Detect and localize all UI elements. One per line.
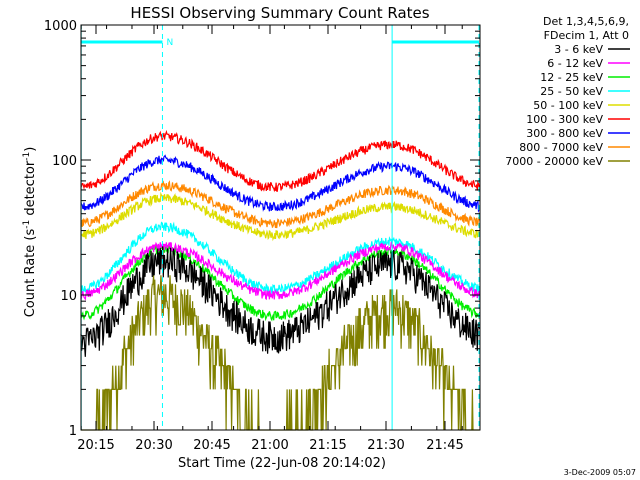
y-axis-label-tail: detector (23, 160, 38, 220)
legend-label-6: 300 - 800 keV (526, 127, 603, 140)
y-axis-label-close: ) (23, 147, 38, 152)
legend-label-7: 800 - 7000 keV (519, 141, 603, 154)
x-tick-label: 21:45 (426, 438, 463, 453)
series-line-0 (80, 246, 481, 357)
legend-label-3: 25 - 50 keV (540, 85, 603, 98)
plot-frame (80, 24, 481, 431)
legend-label-8: 7000 - 20000 keV (505, 155, 603, 168)
x-axis-label: Start Time (22-Jun-08 20:14:02) (178, 456, 386, 471)
y-axis-label-sup: -1 (22, 220, 32, 229)
y-axis-label-tail-sup: -1 (22, 152, 32, 161)
legend-label-5: 100 - 300 keV (526, 113, 603, 126)
legend: Det 1,3,4,5,6,9, FDecim 1, Att 0 3 - 6 k… (505, 15, 630, 168)
x-tick-label: 20:15 (77, 438, 114, 453)
legend-label-1: 6 - 12 keV (547, 57, 603, 70)
y-tick-label: 100 (52, 154, 77, 169)
legend-label-2: 12 - 25 keV (540, 71, 603, 84)
x-tick-label: 21:00 (251, 438, 288, 453)
y-tick-label: 1 (69, 424, 77, 439)
series-line-4 (80, 191, 481, 242)
series-line-5 (80, 129, 481, 193)
legend-header-line-2: FDecim 1, Att 0 (544, 29, 629, 42)
legend-label-0: 3 - 6 keV (554, 43, 603, 56)
x-tick-label: 20:30 (135, 438, 172, 453)
y-tick-label: 1000 (44, 19, 77, 34)
footer-date: 3-Dec-2009 05:07 (564, 468, 636, 477)
x-tick-label: 21:15 (309, 438, 346, 453)
series-line-7 (80, 180, 481, 229)
plot-area: N 1 10 100 1000 20:15 20:30 20:45 21:00 21:15 21:3… (44, 19, 481, 453)
y-tick-label: 10 (60, 289, 77, 304)
x-tick-label: 21:30 (367, 438, 404, 453)
legend-header-line-1: Det 1,3,4,5,6,9, (543, 15, 629, 28)
attenuator-marker-label: N (166, 38, 173, 48)
series-line-6 (80, 154, 481, 214)
y-axis-label: Count Rate (s-1 detector-1) (22, 147, 38, 318)
chart-title: HESSI Observing Summary Count Rates (130, 4, 429, 22)
x-tick-label: 20:45 (193, 438, 230, 453)
y-axis-label-main: Count Rate (s (23, 229, 38, 318)
series-line-8 (81, 275, 480, 431)
legend-label-4: 50 - 100 keV (533, 99, 603, 112)
